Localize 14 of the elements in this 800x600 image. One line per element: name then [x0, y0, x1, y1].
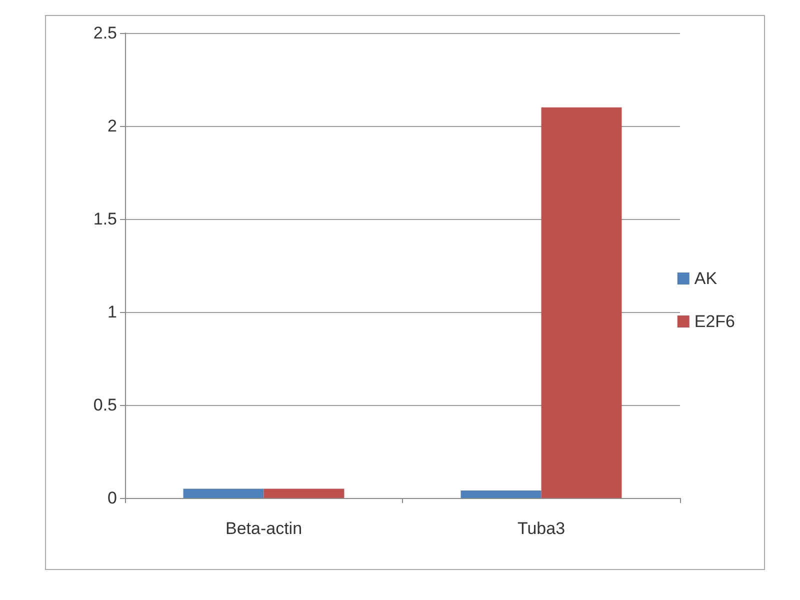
bar: [541, 107, 622, 498]
y-tick-label: 2.5: [93, 24, 117, 42]
bar: [460, 490, 542, 498]
legend-label: AK: [694, 269, 718, 288]
bar: [183, 488, 264, 498]
y-tick-label: 0.5: [93, 396, 117, 414]
y-tick-label: 1: [108, 302, 117, 322]
x-tick-label: Tuba3: [517, 519, 566, 538]
x-tick-label: Beta-actin: [225, 519, 302, 538]
y-tick-label: 0: [108, 488, 117, 508]
bar: [264, 488, 344, 498]
y-tick-label: 1.5: [93, 210, 117, 228]
y-tick-label: 2: [108, 116, 117, 136]
legend-label: E2F6: [694, 312, 736, 331]
